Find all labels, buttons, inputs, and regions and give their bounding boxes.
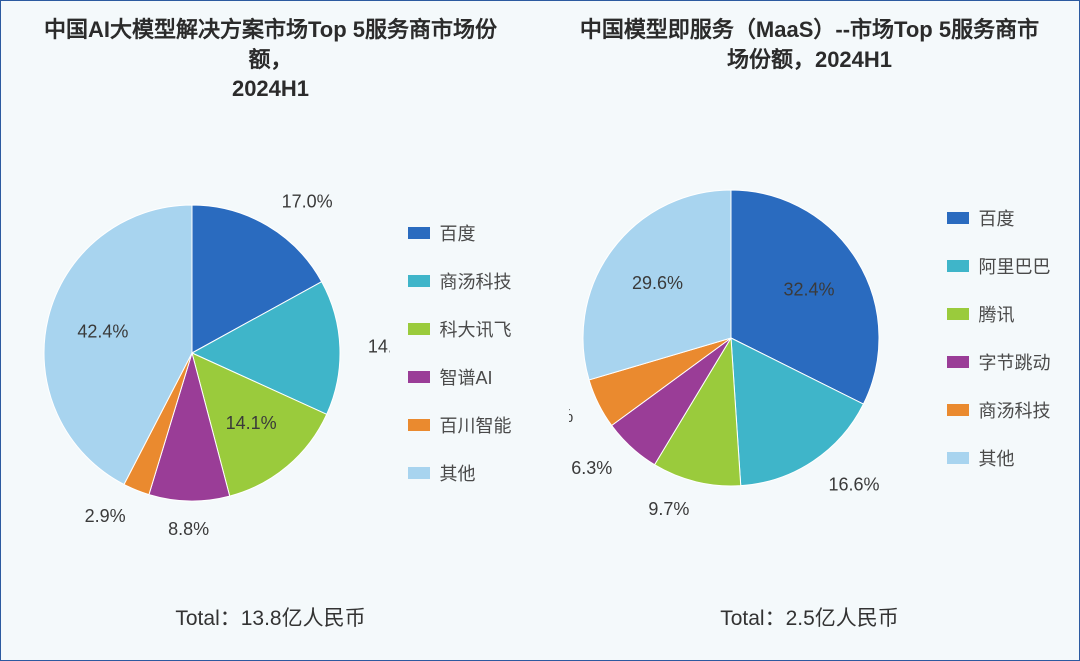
legend-item: 阿里巴巴 [947,253,1051,279]
pie-svg: 17.0% 14.8% 14.1% 8.8% 2.9% 42.4% [30,163,390,543]
legend-swatch [408,467,430,479]
legend-label: 腾讯 [979,301,1015,327]
slice-label: 29.6% [631,273,682,293]
legend-item: 百川智能 [408,412,512,438]
legend-right: 百度阿里巴巴腾讯字节跳动商汤科技其他 [947,205,1051,471]
legend-item: 智谱AI [408,364,512,390]
legend-label: 其他 [440,460,476,486]
slice-label: 17.0% [281,192,332,212]
legend-item: 字节跳动 [947,349,1051,375]
legend-swatch [947,212,969,224]
legend-item: 其他 [408,460,512,486]
slice-label: 5.5% [569,406,573,426]
legend-label: 科大讯飞 [440,316,512,342]
panel-right: 中国模型即服务（MaaS）--市场Top 5服务商市 场份额，2024H1 32… [540,1,1079,660]
legend-swatch [947,404,969,416]
legend-swatch [408,371,430,383]
pie-left: 17.0% 14.8% 14.1% 8.8% 2.9% 42.4% [30,163,390,543]
legend-label: 商汤科技 [440,268,512,294]
legend-label: 百川智能 [440,412,512,438]
legend-label: 字节跳动 [979,349,1051,375]
legend-item: 商汤科技 [408,268,512,294]
legend-swatch [408,419,430,431]
slice-label: 2.9% [84,506,125,526]
legend-label: 智谱AI [440,364,493,390]
chart-frame: 中国AI大模型解决方案市场Top 5服务商市场份额， 2024H1 17.0%1… [0,0,1080,661]
slice-label: 6.3% [571,458,612,478]
total-left: Total：13.8亿人民币 [175,602,365,660]
slice-label: 32.4% [783,280,834,300]
legend-label: 百度 [440,220,476,246]
chart-title: 中国AI大模型解决方案市场Top 5服务商市场份额， 2024H1 [1,1,540,104]
legend-swatch [947,260,969,272]
chart-area: 17.0% 14.8% 14.1% 8.8% 2.9% 42.4% 百度商汤科技科大讯飞智… [1,104,540,602]
legend-swatch [947,308,969,320]
legend-swatch [408,323,430,335]
panel-left: 中国AI大模型解决方案市场Top 5服务商市场份额， 2024H1 17.0%1… [1,1,540,660]
legend-label: 其他 [979,445,1015,471]
legend-item: 百度 [408,220,512,246]
slice-label: 16.6% [828,475,879,495]
legend-swatch [947,356,969,368]
pie-svg: 32.4% 16.6% 9.7% 6.3% 5.5% 29.6% [569,148,929,528]
slice-label: 14.8% [367,336,389,356]
chart-area: 32.4% 16.6% 9.7% 6.3% 5.5% 29.6% 百度阿里巴巴腾讯字节跳动… [540,74,1079,602]
legend-swatch [947,452,969,464]
legend-item: 百度 [947,205,1051,231]
total-right: Total：2.5亿人民币 [720,602,899,660]
slice-label: 8.8% [168,519,209,539]
legend-item: 腾讯 [947,301,1051,327]
pie-right: 32.4% 16.6% 9.7% 6.3% 5.5% 29.6% [569,148,929,528]
legend-label: 百度 [979,205,1015,231]
slice-label: 9.7% [648,499,689,519]
legend-swatch [408,275,430,287]
slice-label: 14.1% [225,413,276,433]
legend-label: 商汤科技 [979,397,1051,423]
legend-item: 其他 [947,445,1051,471]
legend-item: 商汤科技 [947,397,1051,423]
legend-swatch [408,227,430,239]
legend-item: 科大讯飞 [408,316,512,342]
chart-title: 中国模型即服务（MaaS）--市场Top 5服务商市 场份额，2024H1 [552,1,1067,74]
legend-label: 阿里巴巴 [979,253,1051,279]
legend-left: 百度商汤科技科大讯飞智谱AI 百川智能其他 [408,220,512,486]
slice-label: 42.4% [77,321,128,341]
